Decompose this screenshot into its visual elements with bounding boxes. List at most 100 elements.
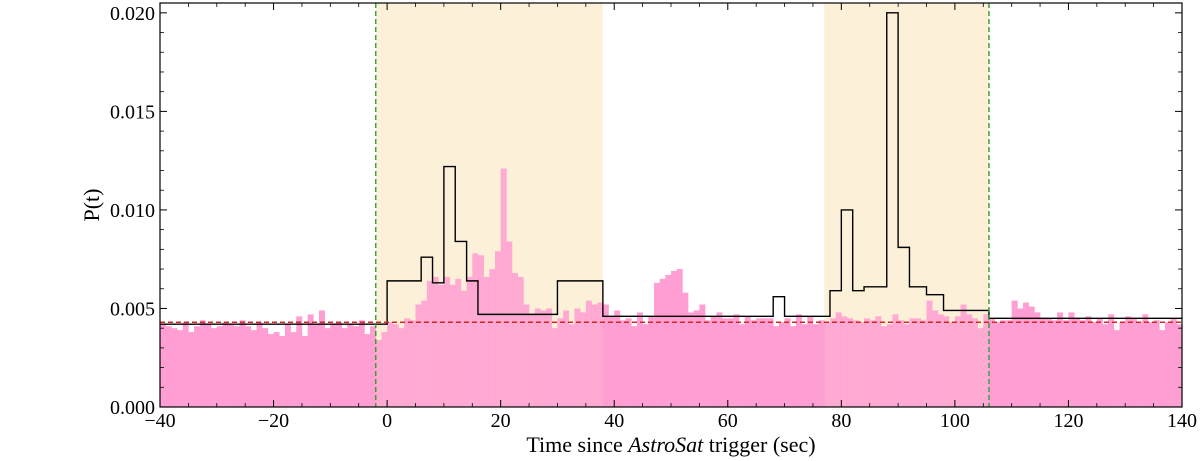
histogram-bar (807, 316, 814, 407)
histogram-bar (188, 332, 195, 407)
y-tick-label: 0.015 (110, 101, 155, 123)
histogram-bar (1085, 316, 1092, 407)
histogram-bar (216, 326, 223, 407)
histogram-bar (926, 300, 933, 407)
y-axis: 0.000 0.005 0.010 0.015 0.020 (110, 3, 1182, 419)
histogram-bar (506, 241, 513, 407)
histogram-bar (460, 290, 467, 407)
histogram-bar (358, 320, 365, 407)
histogram-bar (529, 314, 536, 407)
histogram-bar (387, 322, 394, 407)
histogram-bar (966, 314, 973, 407)
histogram-bar (676, 269, 683, 407)
histogram-bar (591, 304, 598, 407)
histogram-bar (517, 276, 524, 407)
histogram-bar (756, 318, 763, 407)
histogram-bar (988, 318, 995, 407)
x-tick-label: 40 (604, 410, 624, 432)
histogram-bar (472, 253, 479, 407)
histogram-bar (1028, 306, 1035, 407)
histogram-bar (869, 320, 876, 407)
histogram-bar (364, 334, 371, 407)
histogram-bar (761, 318, 768, 407)
histogram-bar (983, 314, 990, 407)
y-tick-label: 0.010 (110, 200, 155, 222)
histogram-bar (722, 318, 729, 407)
histogram-bar (353, 326, 360, 407)
histogram-bar (1034, 312, 1041, 407)
histogram-bar (284, 324, 291, 407)
histogram-bar (693, 310, 700, 407)
histogram-bar (512, 272, 518, 407)
histogram-bar (489, 269, 496, 407)
histogram-bar (705, 320, 712, 407)
histogram-bar (557, 318, 564, 407)
x-tick-label: 60 (718, 410, 738, 432)
histogram-bar (375, 339, 382, 407)
x-axis-title: Time since AstroSat trigger (sec) (526, 432, 815, 457)
histogram-bar (778, 322, 785, 407)
histogram-bar (971, 318, 978, 407)
histogram-bar (1091, 322, 1098, 407)
histogram-bar (585, 300, 592, 407)
histogram-bar (994, 322, 1001, 407)
histogram-bar (1113, 330, 1120, 407)
histogram-bar (318, 310, 325, 407)
histogram-bar (330, 324, 337, 407)
histogram-bar (228, 324, 235, 407)
histogram-bar (625, 318, 632, 407)
histogram-bar (671, 271, 677, 407)
histogram-bar (739, 324, 746, 407)
histogram-bar (443, 276, 450, 407)
histogram-bar (296, 316, 303, 407)
histogram-bar (920, 320, 927, 407)
histogram-bar (932, 310, 939, 407)
histogram-bar (943, 316, 950, 407)
histogram-bar (222, 322, 229, 407)
histogram-bar (392, 324, 399, 407)
histogram-bar (177, 330, 184, 407)
histogram-bar (852, 320, 859, 407)
histogram-bar (710, 316, 717, 407)
histogram-bar (727, 318, 734, 407)
histogram-bar (1096, 318, 1103, 407)
histogram-bar (307, 314, 314, 407)
histogram-bar (1153, 320, 1160, 407)
x-tick-label: −20 (258, 410, 289, 432)
histogram-bar (915, 318, 922, 407)
histogram-bar (1164, 322, 1171, 407)
histogram-bar (688, 312, 695, 407)
histogram-bar (602, 304, 609, 407)
histogram-bar (733, 314, 740, 407)
histogram-bar (597, 302, 604, 407)
x-tick-label: 140 (1167, 410, 1197, 432)
histogram-bar (954, 316, 961, 407)
histogram-bar (381, 332, 388, 407)
histogram-bar (404, 318, 411, 407)
histogram-bar (1147, 322, 1154, 407)
x-axis: −40 −20 0 20 40 60 80 100 120 140 (144, 3, 1197, 432)
histogram-bar (273, 332, 280, 407)
histogram-bar (245, 326, 252, 407)
histogram-bar (233, 326, 240, 407)
histogram-bar (580, 312, 587, 407)
histogram-bar (239, 320, 246, 407)
histogram-bar (279, 336, 286, 407)
histogram-bar (432, 276, 439, 407)
histogram-bar (546, 308, 553, 407)
histogram-bar (1062, 320, 1069, 407)
histogram-bar (795, 314, 802, 407)
histogram-bar (1102, 324, 1109, 407)
histogram-bar (636, 312, 643, 407)
x-tick-label: 80 (831, 410, 851, 432)
histogram-bar (415, 304, 422, 407)
histogram-bar (1040, 318, 1047, 407)
histogram-bar (847, 318, 853, 407)
histogram-bar (682, 292, 689, 407)
reference-lines (160, 3, 1182, 407)
x-tick-label: 0 (382, 410, 392, 432)
histogram-bar (1176, 324, 1183, 407)
histogram-bar (659, 278, 666, 407)
histogram-bar (1125, 316, 1132, 407)
histogram-bar (1119, 322, 1126, 407)
